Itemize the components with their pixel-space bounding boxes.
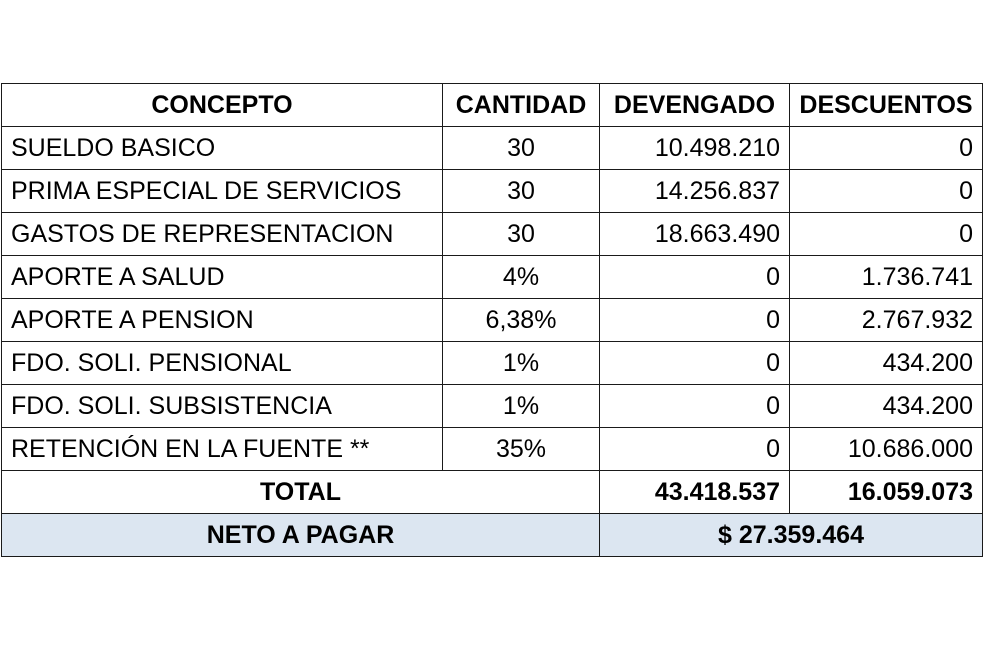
cell-concepto: GASTOS DE REPRESENTACION — [1, 212, 443, 256]
table-body: SUELDO BASICO 30 10.498.210 0 PRIMA ESPE… — [1, 126, 983, 557]
cell-devengado: 18.663.490 — [599, 212, 790, 256]
header-descuentos: DESCUENTOS — [789, 83, 983, 127]
cell-cantidad: 1% — [442, 384, 600, 428]
payroll-table: CONCEPTO CANTIDAD DEVENGADO DESCUENTOS S… — [1, 83, 983, 557]
cell-cantidad: 4% — [442, 255, 600, 299]
header-concepto: CONCEPTO — [1, 83, 443, 127]
cell-cantidad: 30 — [442, 169, 600, 213]
cell-devengado: 0 — [599, 427, 790, 471]
cell-descuentos: 434.200 — [789, 384, 983, 428]
cell-cantidad: 6,38% — [442, 298, 600, 342]
table-header: CONCEPTO CANTIDAD DEVENGADO DESCUENTOS — [1, 83, 983, 127]
cell-devengado: 0 — [599, 255, 790, 299]
cell-devengado: 0 — [599, 298, 790, 342]
neto-label: NETO A PAGAR — [1, 513, 600, 557]
table-row: FDO. SOLI. SUBSISTENCIA 1% 0 434.200 — [1, 384, 983, 428]
cell-descuentos: 0 — [789, 126, 983, 170]
cell-descuentos: 434.200 — [789, 341, 983, 385]
total-devengado: 43.418.537 — [599, 470, 790, 514]
cell-concepto: APORTE A PENSION — [1, 298, 443, 342]
neto-value: $ 27.359.464 — [599, 513, 983, 557]
total-row: TOTAL 43.418.537 16.059.073 — [1, 470, 983, 514]
table-row: APORTE A PENSION 6,38% 0 2.767.932 — [1, 298, 983, 342]
cell-descuentos: 0 — [789, 169, 983, 213]
cell-descuentos: 1.736.741 — [789, 255, 983, 299]
cell-devengado: 14.256.837 — [599, 169, 790, 213]
neto-row: NETO A PAGAR $ 27.359.464 — [1, 513, 983, 557]
cell-concepto: PRIMA ESPECIAL DE SERVICIOS — [1, 169, 443, 213]
cell-descuentos: 10.686.000 — [789, 427, 983, 471]
cell-cantidad: 30 — [442, 212, 600, 256]
table-row: APORTE A SALUD 4% 0 1.736.741 — [1, 255, 983, 299]
table-row: FDO. SOLI. PENSIONAL 1% 0 434.200 — [1, 341, 983, 385]
cell-concepto: FDO. SOLI. PENSIONAL — [1, 341, 443, 385]
table-row: SUELDO BASICO 30 10.498.210 0 — [1, 126, 983, 170]
cell-concepto: APORTE A SALUD — [1, 255, 443, 299]
header-cantidad: CANTIDAD — [442, 83, 600, 127]
table-row: PRIMA ESPECIAL DE SERVICIOS 30 14.256.83… — [1, 169, 983, 213]
header-row: CONCEPTO CANTIDAD DEVENGADO DESCUENTOS — [1, 83, 983, 127]
cell-cantidad: 30 — [442, 126, 600, 170]
total-descuentos: 16.059.073 — [789, 470, 983, 514]
cell-descuentos: 0 — [789, 212, 983, 256]
table-row: GASTOS DE REPRESENTACION 30 18.663.490 0 — [1, 212, 983, 256]
cell-concepto: SUELDO BASICO — [1, 126, 443, 170]
total-label: TOTAL — [1, 470, 600, 514]
cell-devengado: 0 — [599, 384, 790, 428]
cell-cantidad: 35% — [442, 427, 600, 471]
cell-cantidad: 1% — [442, 341, 600, 385]
header-devengado: DEVENGADO — [599, 83, 790, 127]
cell-concepto: FDO. SOLI. SUBSISTENCIA — [1, 384, 443, 428]
cell-descuentos: 2.767.932 — [789, 298, 983, 342]
cell-concepto: RETENCIÓN EN LA FUENTE ** — [1, 427, 443, 471]
cell-devengado: 0 — [599, 341, 790, 385]
cell-devengado: 10.498.210 — [599, 126, 790, 170]
table-row: RETENCIÓN EN LA FUENTE ** 35% 0 10.686.0… — [1, 427, 983, 471]
